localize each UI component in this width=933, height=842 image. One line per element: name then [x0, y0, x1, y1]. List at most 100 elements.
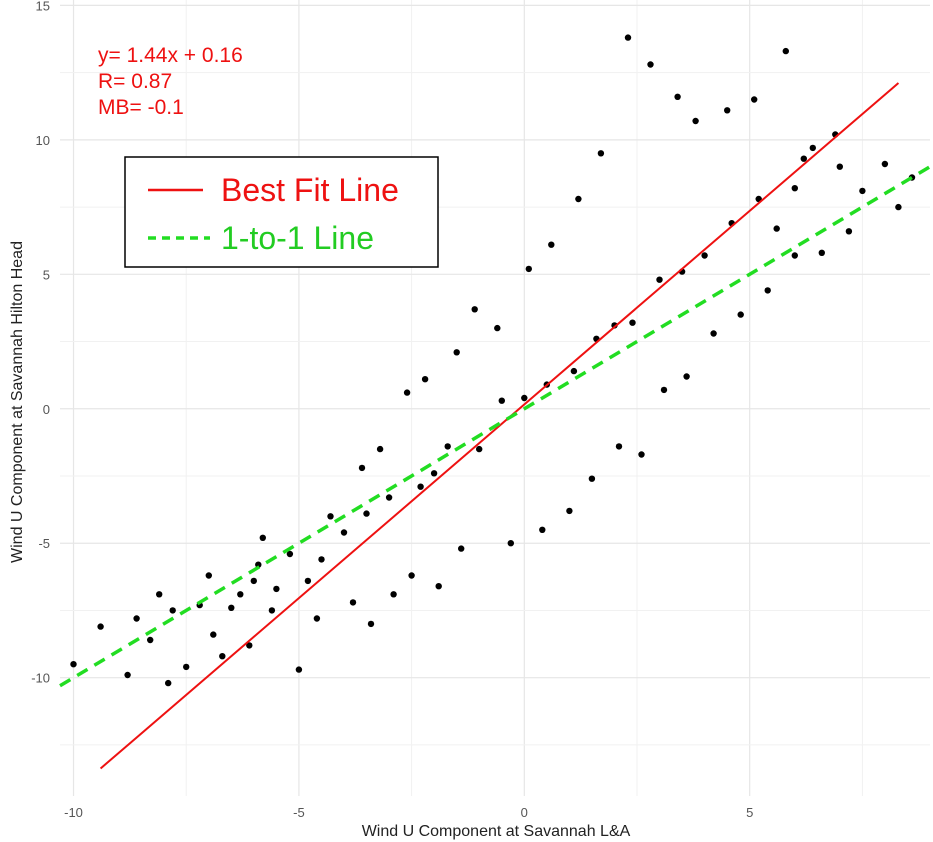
data-point: [408, 572, 415, 579]
y-tick-label: 0: [43, 402, 50, 417]
data-point: [417, 483, 424, 490]
data-point: [597, 150, 605, 157]
regression-equation: y= 1.44x + 0.16: [98, 44, 243, 67]
data-point: [764, 287, 771, 294]
data-point: [566, 507, 573, 515]
x-axis-title: Wind U Component at Savannah L&A: [362, 823, 631, 840]
x-tick-label: 5: [746, 805, 753, 820]
data-point: [521, 394, 528, 402]
data-point: [228, 604, 235, 611]
data-point: [219, 653, 226, 660]
data-point: [268, 607, 276, 614]
data-point: [304, 577, 312, 585]
data-point: [376, 445, 384, 453]
data-points: [70, 34, 916, 687]
data-point: [349, 599, 357, 606]
data-point: [782, 47, 789, 55]
y-tick-label: 5: [43, 267, 50, 282]
data-point: [318, 556, 325, 563]
data-point: [845, 228, 853, 235]
best-fit-line: [99, 82, 900, 770]
data-point: [539, 526, 546, 533]
data-point: [363, 510, 370, 517]
data-point: [751, 96, 758, 103]
data-point: [611, 322, 618, 329]
data-point: [286, 550, 294, 558]
data-point: [773, 225, 780, 232]
data-point: [818, 249, 825, 256]
legend-label-best-fit: Best Fit Line: [221, 172, 399, 208]
legend: Best Fit Line 1-to-1 Line: [124, 156, 439, 268]
correlation-value: R= 0.87: [98, 70, 172, 93]
data-point: [656, 276, 663, 283]
data-point: [458, 545, 465, 552]
data-point: [624, 34, 632, 41]
y-tick-label: -5: [38, 536, 50, 551]
data-point: [507, 540, 514, 547]
legend-box: [124, 156, 439, 268]
data-point: [210, 631, 217, 638]
data-point: [494, 324, 501, 332]
data-point: [435, 583, 442, 590]
data-point: [737, 311, 744, 318]
data-point: [710, 330, 717, 337]
grid: [60, 0, 930, 796]
data-point: [169, 607, 176, 614]
data-point: [701, 252, 708, 259]
x-tick-label: -10: [64, 805, 83, 820]
data-point: [273, 585, 280, 593]
y-axis-title: Wind U Component at Savannah Hilton Head: [9, 241, 26, 563]
data-point: [453, 349, 460, 356]
data-point: [881, 160, 889, 168]
data-point: [313, 615, 321, 622]
data-point: [498, 397, 505, 404]
data-point: [124, 671, 131, 679]
data-point: [250, 577, 257, 585]
data-point: [476, 445, 483, 453]
data-point: [629, 319, 636, 326]
legend-label-one-to-one: 1-to-1 Line: [221, 220, 374, 256]
data-point: [575, 195, 582, 203]
data-point: [259, 534, 266, 541]
data-point: [471, 306, 478, 313]
data-point: [156, 591, 163, 598]
data-point: [430, 470, 438, 477]
y-tick-label: 10: [36, 133, 50, 148]
data-point: [367, 620, 375, 628]
data-point: [205, 572, 212, 579]
data-point: [147, 636, 154, 644]
data-point: [570, 367, 578, 375]
tick-labels: -10 -5 0 5 -10 -5 0 5 10 15: [31, 0, 753, 820]
data-point: [638, 451, 645, 458]
data-point: [859, 187, 866, 195]
data-point: [255, 561, 262, 568]
data-point: [548, 241, 555, 248]
data-point: [791, 252, 798, 259]
data-point: [809, 144, 816, 152]
data-point: [358, 464, 366, 472]
mean-bias-value: MB= -0.1: [98, 96, 184, 119]
data-point: [421, 376, 429, 383]
data-point: [692, 117, 699, 125]
data-point: [588, 475, 596, 482]
data-point: [237, 591, 244, 598]
data-point: [674, 93, 681, 101]
data-point: [97, 623, 104, 630]
stats-annotation: y= 1.44x + 0.16 R= 0.87 MB= -0.1: [98, 44, 243, 119]
data-point: [390, 591, 397, 598]
x-tick-label: -5: [293, 805, 305, 820]
data-point: [525, 265, 532, 273]
data-point: [615, 443, 623, 450]
data-point: [800, 155, 807, 162]
data-point: [165, 679, 172, 687]
data-point: [340, 529, 348, 536]
reference-lines: [59, 82, 931, 770]
data-point: [836, 163, 843, 170]
data-point: [403, 389, 411, 396]
data-point: [791, 185, 798, 192]
data-point: [660, 386, 668, 394]
data-point: [246, 642, 253, 649]
data-point: [327, 513, 334, 520]
